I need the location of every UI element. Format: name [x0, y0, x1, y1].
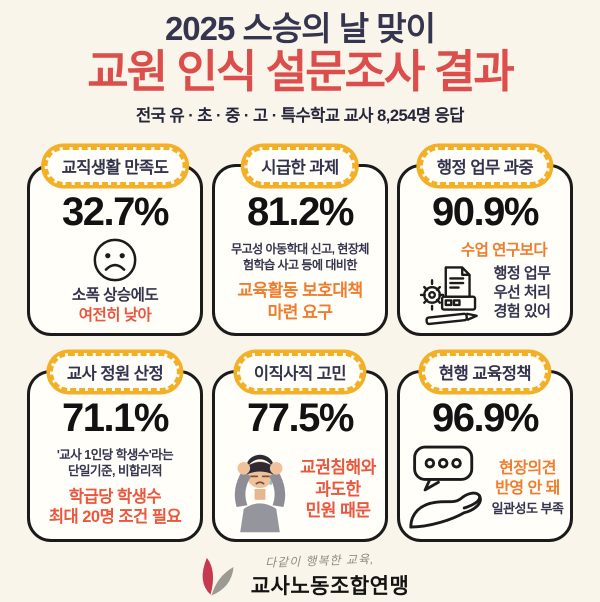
card-urgent-task-detail-2: 험학습 사고 등에 대비한 — [243, 257, 357, 272]
card-resignation: 이직사직 고민 77.5% — [212, 353, 388, 543]
card-admin-overload-highlight: 수업 연구보다 — [460, 242, 548, 260]
card-admin-overload-badge: 행정 업무 과중 — [419, 147, 551, 186]
card-urgent-task-badge: 시급한 과제 — [244, 147, 356, 186]
speech-bubble-hand-icon — [407, 443, 487, 533]
card-teacher-quota-detail-1: '교사 1인당 학생수'라는 — [56, 448, 174, 463]
card-admin-overload-line-3: 경험 있어 — [493, 302, 551, 320]
union-slogan: 다같이 행복한 교육, — [264, 552, 375, 571]
card-urgent-task-detail-1: 무고성 아동학대 신고, 현장체 — [231, 242, 369, 257]
card-education-policy: 현행 교육정책 96.9% 현장의견 반영 안 돼 — [397, 353, 573, 543]
card-teacher-quota-highlight-2: 최대 20명 조건 필요 — [48, 508, 182, 527]
stat-card-grid: 교직생활 만족도 32.7% 소폭 상승에도 여전히 낮아 시급한 과제 81.… — [0, 147, 600, 543]
card-education-policy-badge: 현행 교육정책 — [421, 353, 549, 392]
card-teacher-quota-highlight-1: 학급당 학생수 — [68, 487, 162, 506]
card-education-policy-value: 96.9% — [432, 396, 539, 441]
admin-paperwork-icon — [419, 262, 488, 326]
card-education-policy-highlight-1: 현장의견 — [499, 459, 556, 477]
card-admin-overload: 행정 업무 과중 90.9% 수업 연구보다 — [397, 147, 573, 337]
card-teacher-quota-value: 71.1% — [62, 396, 169, 441]
card-resignation-badge: 이직사직 고민 — [236, 353, 364, 392]
card-satisfaction: 교직생활 만족도 32.7% 소폭 상승에도 여전히 낮아 — [27, 147, 203, 337]
card-urgent-task-highlight-1: 교육활동 보호대책 — [237, 281, 363, 301]
card-education-policy-note: 일관성도 부족 — [491, 500, 564, 516]
card-teacher-quota: 교사 정원 산정 71.1% '교사 1인당 학생수'라는 단일기준, 비합리적… — [27, 353, 203, 543]
stressed-person-icon — [224, 443, 296, 535]
union-leaf-logo — [191, 556, 243, 602]
card-urgent-task: 시급한 과제 81.2% 무고성 아동학대 신고, 현장체 험학습 사고 등에 … — [212, 147, 388, 337]
card-resignation-value: 77.5% — [247, 396, 354, 441]
card-satisfaction-value: 32.7% — [62, 190, 169, 235]
card-satisfaction-note: 소폭 상승에도 — [71, 287, 159, 305]
card-urgent-task-value: 81.2% — [247, 190, 354, 235]
respondents-line: 전국 유 · 초 · 중 · 고 · 특수학교 교사 8,254명 응답 — [136, 107, 464, 126]
footer: 다같이 행복한 교육, 교사노동조합연맹 — [0, 552, 600, 602]
card-admin-overload-value: 90.9% — [432, 190, 539, 235]
card-admin-overload-line-2: 우선 처리 — [493, 284, 551, 302]
card-admin-overload-line-1: 행정 업무 — [493, 265, 551, 283]
card-satisfaction-badge: 교직생활 만족도 — [44, 147, 186, 186]
poster-subtitle-top: 2025 스승의 날 맞이 — [164, 10, 436, 47]
card-resignation-highlight-1: 교권침해와 — [300, 458, 376, 478]
card-resignation-highlight-2: 과도한 — [315, 479, 361, 499]
card-satisfaction-highlight: 여전히 낮아 — [78, 306, 152, 324]
union-name: 교사노동조합연맹 — [250, 575, 410, 599]
card-teacher-quota-badge: 교사 정원 산정 — [49, 353, 181, 392]
card-urgent-task-highlight-2: 마련 요구 — [267, 302, 333, 322]
sad-face-icon — [91, 236, 139, 284]
card-resignation-highlight-3: 민원 때문 — [305, 500, 371, 520]
card-education-policy-highlight-2: 반영 안 돼 — [495, 479, 560, 497]
header: 2025 스승의 날 맞이 교원 인식 설문조사 결과 전국 유 · 초 · 중… — [0, 0, 600, 126]
card-teacher-quota-detail-2: 단일기준, 비합리적 — [68, 464, 162, 479]
poster-title: 교원 인식 설문조사 결과 — [87, 45, 515, 97]
